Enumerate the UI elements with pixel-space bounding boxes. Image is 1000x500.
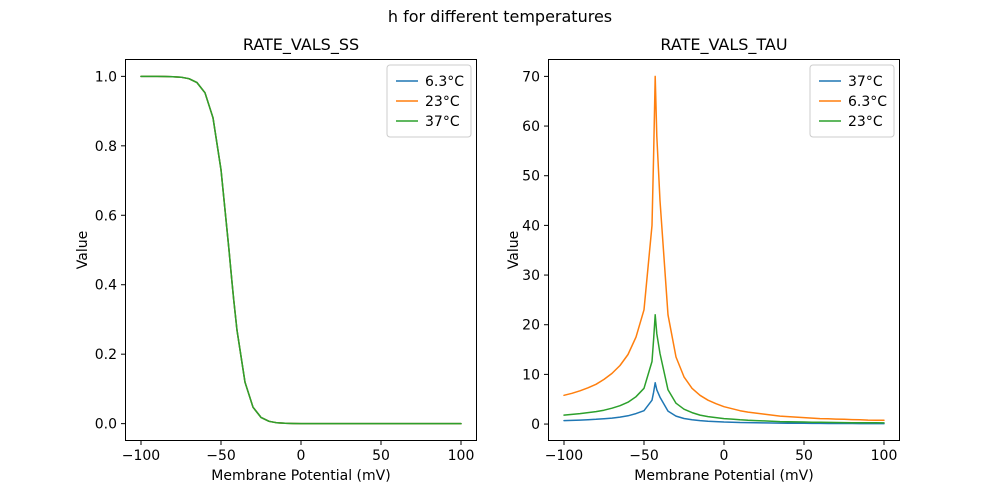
x-axis-label: Membrane Potential (mV)	[634, 468, 813, 484]
x-tick-label: −100	[122, 448, 160, 464]
y-tick-label: 50	[522, 169, 540, 185]
series-line-23-C	[563, 314, 885, 424]
y-tick-label: 1.0	[95, 69, 117, 85]
legend-label: 23°C	[425, 94, 460, 110]
x-tick-label: −50	[206, 448, 236, 464]
y-tick-label: 0.2	[95, 347, 117, 363]
y-tick-label: 0.8	[95, 139, 117, 155]
y-tick-label: 60	[522, 119, 540, 135]
x-axis-label: Membrane Potential (mV)	[211, 468, 390, 484]
y-tick-label: 40	[522, 218, 540, 234]
legend-label: 23°C	[848, 114, 883, 130]
x-tick-label: −50	[629, 448, 659, 464]
legend-box	[809, 64, 895, 138]
y-axis-label: Value	[75, 231, 91, 269]
y-tick-label: 70	[522, 69, 540, 85]
y-axis-label: Value	[506, 231, 522, 269]
y-tick-label: 0.6	[95, 208, 117, 224]
y-tick-label: 10	[522, 367, 540, 383]
legend-label: 37°C	[848, 74, 883, 90]
legend-box	[386, 64, 472, 138]
y-tick-label: 0.0	[95, 417, 117, 433]
series-line-6-3-C	[563, 75, 885, 422]
x-tick-label: 0	[720, 448, 729, 464]
legend-label: 6.3°C	[425, 74, 464, 90]
y-tick-label: 0	[531, 417, 540, 433]
series-line-37-C	[563, 382, 885, 425]
x-tick-label: 50	[795, 448, 813, 464]
series-line-37-C	[140, 75, 462, 425]
legend-label: 37°C	[425, 114, 460, 130]
x-tick-label: 100	[871, 448, 898, 464]
x-tick-label: 100	[448, 448, 475, 464]
legend-label: 6.3°C	[848, 94, 887, 110]
x-tick-label: −100	[545, 448, 583, 464]
axes-title: RATE_VALS_TAU	[660, 35, 787, 55]
y-tick-label: 20	[522, 318, 540, 334]
y-tick-label: 30	[522, 268, 540, 284]
x-tick-label: 50	[372, 448, 390, 464]
axes-title: RATE_VALS_SS	[243, 35, 359, 55]
figure-title: h for different temperatures	[387, 7, 613, 26]
y-tick-label: 0.4	[95, 278, 117, 294]
x-tick-label: 0	[297, 448, 306, 464]
